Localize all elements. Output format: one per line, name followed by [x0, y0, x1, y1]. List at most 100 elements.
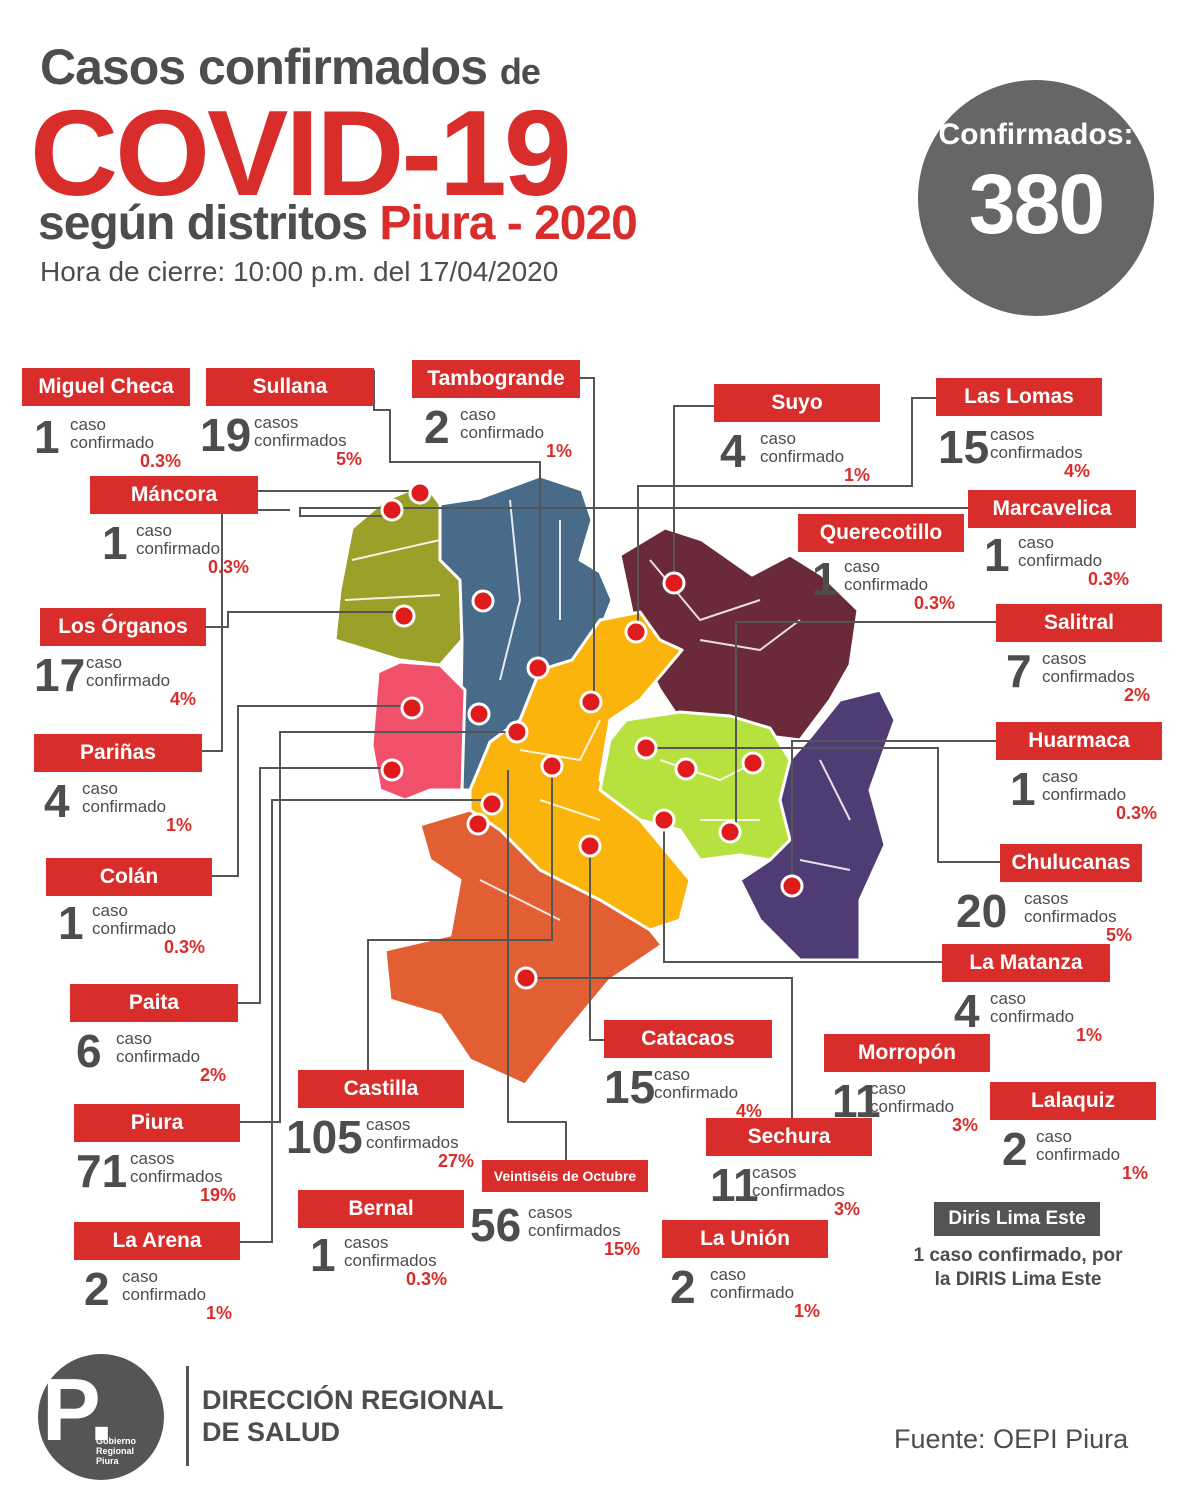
label-mancora: Máncora	[90, 476, 258, 514]
stat-morropon: 11 caso confirmado 3%	[832, 1075, 979, 1135]
gobierno-regional-logo: P. Gobierno Regional Piura	[38, 1354, 164, 1480]
label-parinas: Pariñas	[34, 734, 202, 772]
stat-huarmaca: 1 caso confirmado 0.3%	[1010, 763, 1158, 823]
dot-la-arena	[480, 792, 504, 816]
stat-la-union: 2 caso confirmado 1%	[670, 1261, 821, 1321]
org-name: DIRECCIÓN REGIONAL DE SALUD	[202, 1385, 504, 1447]
label-querecotillo: Querecotillo	[798, 514, 964, 552]
label-marcavelica: Marcavelica	[968, 490, 1136, 528]
line-las-lomas	[637, 397, 936, 630]
stat-las-lomas: 15 casos confirmados 4%	[938, 421, 1091, 481]
label-lalaquiz: Lalaquiz	[990, 1082, 1156, 1120]
line-salitral	[735, 621, 996, 832]
line-castilla	[367, 766, 553, 1072]
label-la-union: La Unión	[662, 1220, 828, 1258]
stat-mancora: 1 caso confirmado 0.3%	[102, 517, 250, 577]
label-miguel-checa: Miguel Checa	[22, 368, 190, 406]
line-sullana	[373, 370, 541, 665]
dot-huarmaca	[780, 874, 804, 898]
stat-sullana: 19 casos confirmados 5%	[200, 409, 363, 469]
dot-catacaos	[578, 834, 602, 858]
stat-parinas: 4 caso confirmado 1%	[44, 775, 193, 835]
stat-sechura: 11 casos confirmados 3%	[710, 1159, 861, 1219]
line-veintiseis	[507, 770, 567, 1160]
stat-paita: 6 caso confirmado 2%	[76, 1025, 227, 1085]
stat-bernal: 1 casos confirmados 0.3%	[310, 1229, 448, 1289]
leader-lines	[202, 370, 1000, 1243]
label-salitral: Salitral	[996, 604, 1162, 642]
dot-paita	[380, 758, 404, 782]
dot-marcavelica	[380, 498, 404, 522]
label-piura: Piura	[74, 1104, 240, 1142]
title-covid: COVID-19	[30, 85, 572, 221]
stat-los-organos: 17 caso confirmado 4%	[34, 649, 197, 709]
stat-querecotillo: 1 caso confirmado 0.3%	[812, 553, 956, 613]
dot-miguel-checa	[467, 702, 491, 726]
dot-sullana-b	[526, 656, 550, 680]
stat-colan: 1 caso confirmado 0.3%	[58, 897, 206, 957]
dot-la-matanza	[652, 808, 676, 832]
dot-sechura	[514, 966, 538, 990]
dot-castilla	[540, 754, 564, 778]
label-sullana: Sullana	[206, 368, 374, 406]
logo-divider	[186, 1366, 189, 1466]
map-regions	[333, 474, 897, 1087]
subtitle-cierre: Hora de cierre: 10:00 p.m. del 17/04/202…	[40, 256, 559, 287]
line-tambogrande	[580, 377, 595, 700]
stat-veintiseis: 56 casos confirmados 15%	[470, 1199, 641, 1259]
total-value: 380	[968, 157, 1105, 251]
line-paita	[238, 767, 392, 1004]
total-label: Confirmados:	[938, 118, 1134, 151]
stat-la-arena: 2 caso confirmado 1%	[84, 1263, 233, 1323]
label-colan: Colán	[46, 858, 212, 896]
label-chulucanas: Chulucanas	[1000, 844, 1142, 882]
stat-lalaquiz: 2 caso confirmado 1%	[1002, 1123, 1149, 1183]
label-las-lomas: Las Lomas	[936, 378, 1102, 416]
title-line3: según distritos Piura - 2020	[38, 197, 638, 250]
stat-miguel-checa: 1 caso confirmado 0.3%	[34, 411, 182, 471]
line-piura	[240, 731, 518, 1123]
label-bernal: Bernal	[298, 1190, 464, 1228]
line-la-arena	[240, 799, 490, 1243]
label-la-matanza: La Matanza	[942, 944, 1110, 982]
dot-salitral	[718, 820, 742, 844]
line-la-matanza	[663, 820, 942, 963]
dot-colan	[400, 696, 424, 720]
dot-chulucanas	[634, 736, 658, 760]
line-marcavelica	[299, 507, 968, 517]
stat-catacaos: 15 caso confirmado 4%	[604, 1061, 763, 1121]
line-catacaos	[589, 846, 604, 1041]
diris-note: 1 caso confirmado, por la DIRIS Lima Est…	[913, 1245, 1123, 1290]
dot-querecotillo	[624, 620, 648, 644]
label-veintiseis: Veintiséis de Octubre	[482, 1160, 648, 1192]
stat-tambogrande: 2 caso confirmado 1%	[424, 401, 573, 461]
line-huarmaca	[791, 740, 996, 886]
region-borders	[344, 499, 851, 921]
label-tambogrande: Tambogrande	[412, 360, 580, 398]
dot-huarmaca-a	[741, 751, 765, 775]
dot-piura	[505, 720, 529, 744]
line-sechura	[526, 977, 793, 1122]
dot-sullana-a	[471, 589, 495, 613]
label-castilla: Castilla	[298, 1070, 464, 1108]
stat-marcavelica: 1 caso confirmado 0.3%	[984, 529, 1130, 589]
case-dots	[380, 481, 804, 990]
dot-morropon	[674, 757, 698, 781]
label-suyo: Suyo	[714, 384, 880, 422]
region-huancabamba	[738, 688, 897, 962]
stat-suyo: 4 caso confirmado 1%	[720, 425, 871, 485]
label-sechura: Sechura	[706, 1118, 872, 1156]
line-chulucanas	[646, 747, 1000, 863]
label-catacaos: Catacaos	[604, 1020, 772, 1058]
stat-la-matanza: 4 caso confirmado 1%	[954, 985, 1103, 1045]
line-los-organos	[206, 611, 404, 628]
label-paita: Paita	[70, 984, 238, 1022]
total-badge: Confirmados: 380	[918, 80, 1154, 316]
dot-suyo	[662, 571, 686, 595]
label-huarmaca: Huarmaca	[996, 722, 1162, 760]
title-line1: Casos confirmados de	[40, 39, 541, 95]
label-morropon: Morropón	[824, 1034, 990, 1072]
dot-tambogrande	[579, 690, 603, 714]
diris-label: Diris Lima Este	[934, 1202, 1100, 1236]
